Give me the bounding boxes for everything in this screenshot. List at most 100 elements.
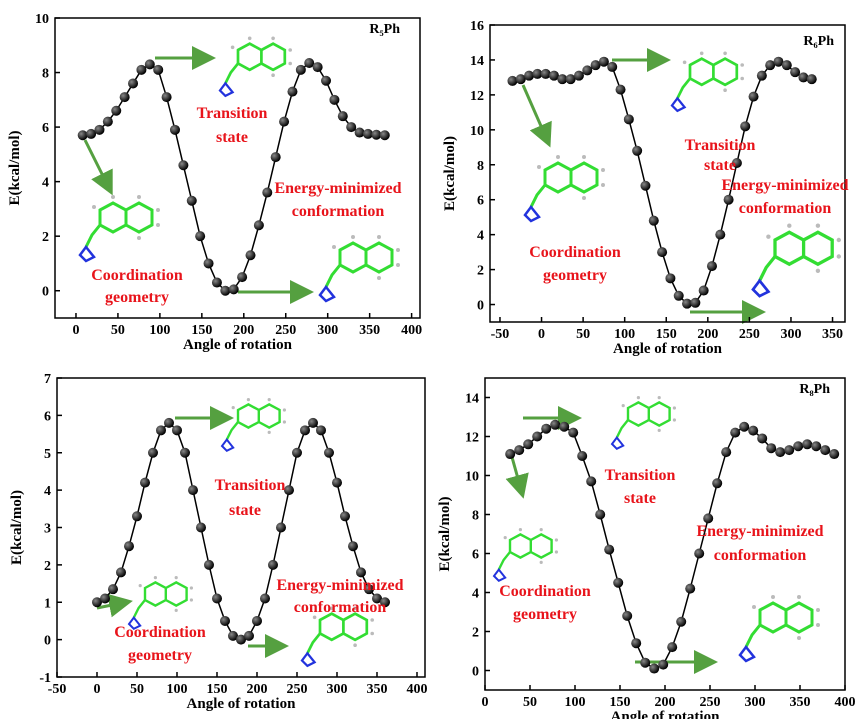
annotation: Energy-minimized <box>721 177 848 194</box>
x-tick-label: 150 <box>207 682 228 697</box>
data-point <box>657 247 668 258</box>
data-point <box>595 509 606 520</box>
data-point <box>631 638 642 649</box>
annotation: geometry <box>513 606 577 623</box>
data-point <box>806 74 817 85</box>
y-tick-label: 0 <box>477 299 484 314</box>
data-point <box>140 477 150 488</box>
data-point <box>694 548 705 559</box>
data-point <box>329 94 340 105</box>
data-point <box>316 425 326 436</box>
data-point <box>371 129 382 140</box>
x-tick-label: 200 <box>697 327 718 342</box>
x-tick-label: 50 <box>111 323 125 338</box>
data-point <box>132 511 142 522</box>
annotation: Energy-minimized <box>274 180 401 197</box>
data-point <box>102 116 113 127</box>
data-point <box>148 447 158 458</box>
x-tick-label: 200 <box>247 682 268 697</box>
x-tick-label: 350 <box>367 682 388 697</box>
data-point <box>195 231 206 242</box>
data-point <box>703 513 714 524</box>
data-point <box>220 615 230 626</box>
data-point <box>811 441 822 452</box>
data-point <box>260 593 270 604</box>
data-point <box>607 61 618 72</box>
data-point <box>86 128 97 139</box>
y-tick-label: 5 <box>44 447 51 462</box>
x-tick-label: 0 <box>72 323 79 338</box>
y-axis-label: E(kcal/mol) <box>9 490 25 565</box>
annotation: geometry <box>128 647 192 664</box>
data-point <box>577 451 588 461</box>
data-point <box>212 593 222 604</box>
data-point <box>116 567 126 578</box>
data-point <box>172 425 182 436</box>
x-tick-label: 300 <box>745 695 766 710</box>
data-point <box>354 127 365 138</box>
y-tick-label: 4 <box>472 587 479 602</box>
annotation: Transition <box>197 105 268 122</box>
data-point <box>124 541 134 552</box>
data-point <box>128 78 139 89</box>
annotation: Transition <box>215 477 286 494</box>
data-point <box>252 615 262 626</box>
panel-title: R₈Ph <box>799 382 830 397</box>
data-point <box>573 70 584 81</box>
data-point <box>119 92 130 103</box>
data-point <box>153 64 164 75</box>
data-point <box>673 290 684 301</box>
x-tick-label: 200 <box>233 323 254 338</box>
data-point <box>532 68 543 79</box>
data-point <box>665 273 676 284</box>
data-point <box>829 449 840 460</box>
data-point <box>706 261 717 272</box>
data-point <box>676 616 687 627</box>
data-point <box>237 272 248 283</box>
annotation: state <box>704 157 736 174</box>
data-point <box>292 447 302 458</box>
y-tick-label: 0 <box>42 285 49 300</box>
y-axis-label: E(kcal/mol) <box>442 136 458 211</box>
annotation: Transition <box>685 137 756 154</box>
data-point <box>667 642 678 653</box>
annotation: state <box>624 490 656 507</box>
data-point <box>541 423 552 434</box>
data-point <box>321 75 332 86</box>
data-point <box>380 597 390 608</box>
x-axis-label: Angle of rotation <box>187 696 297 712</box>
x-tick-label: 50 <box>523 695 537 710</box>
annotation: conformation <box>292 203 385 220</box>
annotation: Coordination <box>529 244 621 261</box>
y-tick-label: 6 <box>44 409 51 424</box>
y-tick-label: 4 <box>44 484 51 499</box>
data-point <box>658 659 669 670</box>
annotation: conformation <box>714 547 807 564</box>
data-point <box>773 56 784 67</box>
data-point <box>204 559 214 570</box>
data-point <box>740 121 751 132</box>
data-point <box>515 74 526 85</box>
data-point <box>180 447 190 458</box>
data-point <box>524 70 535 81</box>
data-point <box>781 60 792 71</box>
data-point <box>295 64 306 75</box>
y-tick-label: 1 <box>44 596 51 611</box>
annotation: Coordination <box>499 583 591 600</box>
data-point <box>94 124 105 135</box>
y-axis-label: E(kcal/mol) <box>7 131 23 206</box>
data-point <box>312 62 323 73</box>
data-point <box>568 427 579 438</box>
y-tick-label: 8 <box>472 509 479 524</box>
plot-frame <box>489 24 846 323</box>
y-tick-label: 6 <box>472 548 479 563</box>
data-point <box>362 128 373 139</box>
data-point <box>169 124 180 135</box>
data-point <box>559 421 570 432</box>
data-point <box>540 68 551 79</box>
x-tick-label: 50 <box>576 327 590 342</box>
annotation: geometry <box>543 267 607 284</box>
data-point <box>211 277 222 288</box>
y-tick-label: 10 <box>465 470 479 485</box>
